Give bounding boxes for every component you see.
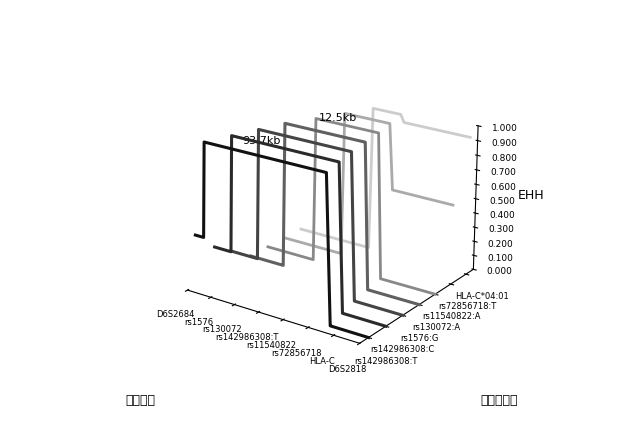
Text: コアアリル: コアアリル <box>481 394 518 407</box>
Text: 遺伝子座: 遺伝子座 <box>126 394 156 407</box>
